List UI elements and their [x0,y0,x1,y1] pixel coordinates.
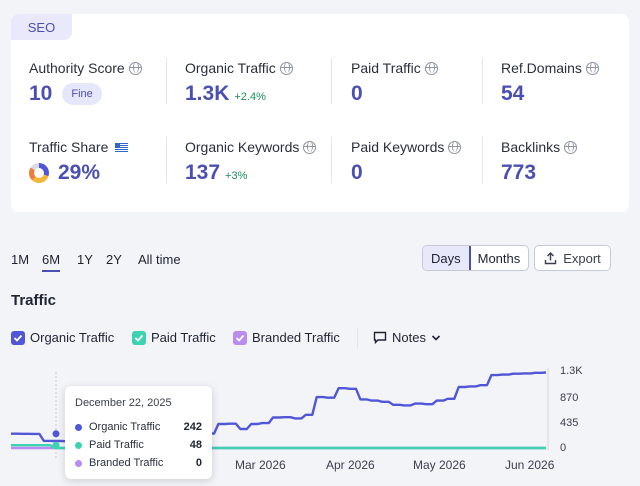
checkbox-icon [233,330,247,345]
export-icon [545,251,557,264]
tooltip-series-label: Paid Traffic [89,439,144,451]
globe-icon [128,61,142,75]
globe-icon [448,140,462,154]
metric-value: 54 [501,82,525,105]
metric-label: Paid Keywords [351,139,445,155]
export-button[interactable]: Export [534,245,611,271]
metric-paid-traffic[interactable]: Paid Traffic 0 [351,60,438,106]
metric-value: 1.3K [185,82,230,105]
metric-value: 773 [501,161,537,184]
y-tick-label: 1.3K [560,365,583,377]
metric-backlinks[interactable]: Backlinks 773 [501,139,578,185]
tooltip-series-value: 242 [183,421,202,433]
legend-organic-traffic[interactable]: Organic Traffic [11,330,114,345]
granularity-toggle: Days Months [422,245,530,271]
globe-icon [564,140,578,154]
metric-label: Traffic Share [29,139,109,155]
metric-value: 0 [351,161,363,184]
metric-delta: +3% [225,169,248,182]
divider [482,58,483,104]
metric-delta: +2.4% [234,90,266,103]
metric-ref-domains[interactable]: Ref.Domains 54 [501,60,599,106]
hover-point [52,430,60,438]
status-badge: Fine [62,83,102,105]
seo-card [11,14,629,212]
globe-icon [303,140,317,154]
range-tab-2y[interactable]: 2Y [106,252,122,267]
divider [357,328,358,348]
legend-paid-traffic[interactable]: Paid Traffic [132,330,216,345]
notes-label: Notes [392,330,426,345]
tooltip-date: December 22, 2025 [75,397,172,409]
traffic-share-donut-icon [29,163,49,183]
legend-label: Branded Traffic [252,330,340,345]
greece-flag-icon [115,142,129,152]
series-dot [75,441,82,449]
checkbox-icon [11,330,25,345]
metric-label: Ref.Domains [501,60,582,76]
tooltip-row: Branded Traffic 0 [75,454,202,472]
metric-paid-keywords[interactable]: Paid Keywords 0 [351,139,462,185]
legend-branded-traffic[interactable]: Branded Traffic [233,330,340,345]
x-tick-label: Jun 2026 [505,458,555,472]
metric-label: Organic Traffic [185,60,276,76]
x-tick-label: Apr 2026 [326,458,375,472]
divider [331,58,332,104]
series-dot [75,423,82,431]
divider [482,137,483,183]
legend-label: Paid Traffic [151,330,216,345]
metric-label: Paid Traffic [351,60,421,76]
metric-value: 0 [351,82,363,105]
chart-tooltip: December 22, 2025 Organic Traffic 242 Pa… [65,386,212,479]
days-button[interactable]: Days [423,246,471,270]
tooltip-series-value: 48 [189,439,202,451]
note-icon [373,331,387,344]
range-tab-1m[interactable]: 1M [11,252,30,267]
checkbox-icon [132,330,146,345]
notes-dropdown[interactable]: Notes [373,330,441,345]
globe-icon [424,61,438,75]
metric-authority-score[interactable]: Authority Score 10 Fine [29,60,142,106]
globe-icon [585,61,599,75]
metric-label: Authority Score [29,60,125,76]
divider [166,58,167,104]
metric-organic-keywords[interactable]: Organic Keywords 137 +3% [185,139,317,185]
chevron-down-icon [431,334,441,341]
metric-traffic-share[interactable]: Traffic Share 29% [29,139,129,185]
metric-label: Backlinks [501,139,561,155]
metric-value: 137 [185,161,221,184]
tooltip-series-label: Branded Traffic [89,457,164,469]
series-dot [75,459,82,467]
y-tick-label: 0 [560,442,567,454]
export-label: Export [563,250,601,266]
tooltip-row: Paid Traffic 48 [75,436,202,454]
metric-value: 29% [58,161,101,184]
tooltip-row: Organic Traffic 242 [75,418,202,436]
metric-value: 10 [29,82,53,105]
globe-icon [279,61,293,75]
legend-label: Organic Traffic [30,330,115,345]
range-tab-1y[interactable]: 1Y [77,252,93,267]
divider [166,137,167,183]
y-tick-label: 435 [560,417,579,429]
tooltip-series-label: Organic Traffic [89,421,161,433]
range-tab-6m[interactable]: 6M [42,252,61,272]
x-tick-label: May 2026 [413,458,466,472]
range-tab-all-time[interactable]: All time [138,252,181,267]
months-button[interactable]: Months [477,250,521,266]
metric-label: Organic Keywords [185,139,300,155]
x-tick-label: Mar 2026 [235,458,286,472]
seo-tag: SEO [11,14,72,40]
metric-organic-traffic[interactable]: Organic Traffic 1.3K +2.4% [185,60,293,106]
tooltip-series-value: 0 [195,457,202,469]
divider [331,137,332,183]
chart-title: Traffic [11,292,57,309]
hover-point [52,441,60,449]
y-tick-label: 870 [560,392,579,404]
